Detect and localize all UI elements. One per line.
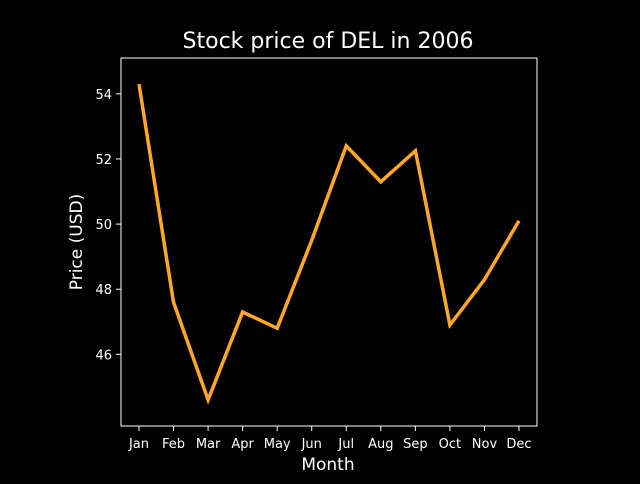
y-axis-label: Price (USD) <box>67 194 87 290</box>
y-tick-label: 50 <box>95 218 112 233</box>
y-tick-label: 46 <box>95 348 112 363</box>
x-tick-label: Sep <box>403 437 428 452</box>
x-tick-label: Jun <box>301 437 322 452</box>
plot-area-frame <box>120 57 538 427</box>
x-tick-label: Feb <box>162 437 185 452</box>
x-tick-label: Aug <box>368 437 393 452</box>
x-tick-label: May <box>264 437 291 452</box>
x-tick-label: Dec <box>506 437 531 452</box>
x-tick-label: Jan <box>128 437 149 452</box>
x-tick-label: Jul <box>337 437 354 452</box>
series-line <box>137 83 521 405</box>
x-axis-label: Month <box>301 455 354 475</box>
x-axis: Jan Feb Mar Apr May Jun Jul Aug Sep Oct Nov Dec <box>128 426 532 452</box>
y-tick-label: 48 <box>95 283 112 298</box>
y-tick-label: 52 <box>95 153 112 168</box>
y-axis: 46 48 50 52 54 <box>95 88 121 363</box>
series-layer <box>137 83 521 405</box>
y-tick-label: 54 <box>95 88 112 103</box>
x-tick-label: Apr <box>231 437 254 452</box>
chart-title: Stock price of DEL in 2006 <box>183 29 474 54</box>
x-tick-label: Nov <box>472 437 498 452</box>
x-tick-label: Oct <box>439 437 461 452</box>
x-tick-label: Mar <box>196 437 221 452</box>
